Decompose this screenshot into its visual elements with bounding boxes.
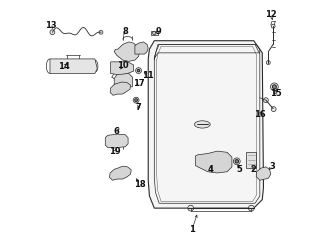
- Circle shape: [263, 98, 268, 102]
- Bar: [151, 31, 158, 35]
- Circle shape: [127, 46, 133, 52]
- Polygon shape: [110, 166, 131, 180]
- Circle shape: [99, 30, 103, 34]
- Text: 18: 18: [134, 180, 146, 189]
- Text: 4: 4: [207, 165, 213, 174]
- Text: 6: 6: [114, 127, 120, 136]
- Circle shape: [235, 160, 238, 163]
- Circle shape: [133, 97, 139, 103]
- Text: 7: 7: [136, 103, 141, 112]
- Text: 5: 5: [237, 165, 243, 174]
- Polygon shape: [256, 167, 271, 180]
- Polygon shape: [50, 59, 97, 73]
- Circle shape: [117, 171, 121, 176]
- Text: 9: 9: [156, 27, 161, 36]
- Polygon shape: [114, 42, 140, 61]
- Polygon shape: [110, 82, 131, 95]
- Circle shape: [115, 78, 120, 83]
- Polygon shape: [111, 62, 134, 75]
- Ellipse shape: [195, 121, 210, 128]
- Text: 8: 8: [123, 27, 129, 36]
- Circle shape: [50, 30, 55, 35]
- Circle shape: [153, 31, 156, 35]
- Circle shape: [271, 83, 278, 91]
- Text: 16: 16: [254, 110, 266, 119]
- Circle shape: [248, 205, 254, 211]
- Polygon shape: [105, 134, 128, 148]
- Circle shape: [137, 69, 140, 72]
- Polygon shape: [135, 42, 148, 54]
- Polygon shape: [195, 151, 232, 173]
- Circle shape: [234, 158, 240, 165]
- Text: 11: 11: [142, 71, 154, 80]
- Text: 19: 19: [109, 147, 121, 156]
- Circle shape: [123, 86, 127, 90]
- Circle shape: [266, 61, 270, 64]
- Circle shape: [188, 205, 194, 211]
- Circle shape: [135, 68, 141, 73]
- Circle shape: [123, 171, 127, 175]
- Circle shape: [271, 107, 276, 112]
- Circle shape: [135, 99, 137, 102]
- Circle shape: [121, 47, 130, 55]
- Bar: [273, 88, 276, 93]
- Text: 2: 2: [251, 165, 257, 174]
- Text: 10: 10: [117, 61, 129, 70]
- Circle shape: [117, 86, 121, 91]
- Text: 3: 3: [269, 162, 275, 171]
- Text: 14: 14: [58, 62, 70, 71]
- Circle shape: [273, 85, 276, 89]
- Text: 15: 15: [271, 89, 282, 98]
- Polygon shape: [148, 41, 263, 208]
- Text: 1: 1: [189, 225, 195, 234]
- Circle shape: [271, 24, 275, 28]
- Bar: [246, 152, 256, 168]
- Polygon shape: [114, 73, 133, 87]
- Text: 12: 12: [265, 10, 277, 19]
- Text: 17: 17: [133, 79, 145, 88]
- Text: 13: 13: [45, 21, 56, 30]
